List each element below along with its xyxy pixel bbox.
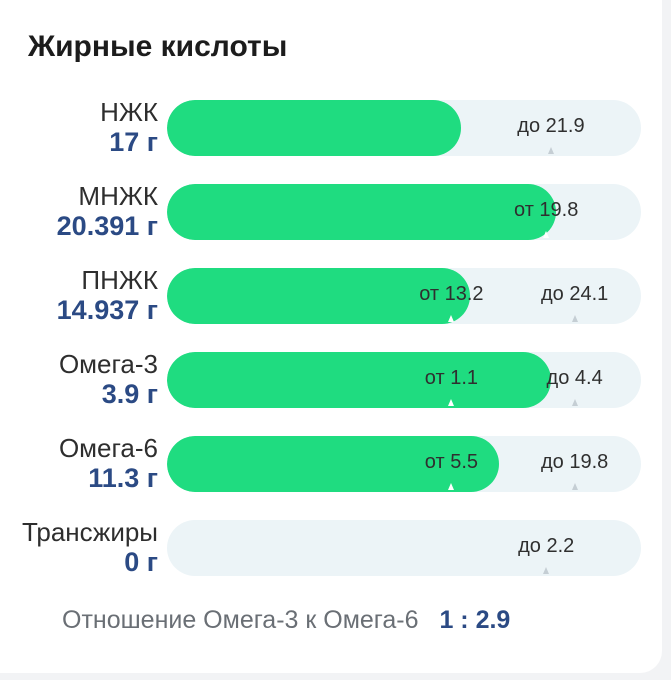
norm-marker-tick (543, 231, 550, 238)
nutrient-label: Трансжиры 0 г (0, 517, 158, 577)
progress-fill (167, 436, 499, 492)
nutrient-name: Омега-6 (58, 433, 158, 463)
nutrient-amount: 11.3 г (88, 463, 158, 493)
fatty-acids-card: Жирные кислоты НЖК 17 г до 21.9 МНЖК 20.391 … (0, 0, 662, 673)
nutrient-label: Омега-6 11.3 г (0, 433, 158, 493)
nutrient-name: ПНЖК (81, 265, 158, 295)
norm-marker-label: от 1.1 (424, 367, 478, 389)
nutrient-name: НЖК (100, 97, 158, 127)
progress-track: от 5.5 до 19.8 (167, 436, 641, 492)
progress-fill (167, 184, 556, 240)
omega-ratio-label: Отношение Омега-3 к Омега-6 (62, 606, 419, 634)
norm-marker-tick (448, 315, 455, 322)
nutrient-amount: 3.9 г (101, 379, 158, 409)
norm-marker-tick (448, 483, 455, 490)
nutrient-amount: 17 г (109, 127, 158, 157)
norm-marker-label: от 5.5 (424, 451, 478, 473)
nutrient-label: Омега-3 3.9 г (0, 349, 158, 409)
progress-track: до 2.2 (167, 520, 641, 576)
section-title: Жирные кислоты (28, 30, 288, 63)
progress-track: до 21.9 (167, 100, 641, 156)
nutrient-label: НЖК 17 г (0, 97, 158, 157)
progress-fill (167, 268, 471, 324)
fatty-acid-row: Трансжиры 0 г до 2.2 (0, 517, 671, 579)
norm-marker-tick (448, 399, 455, 406)
progress-fill (167, 352, 551, 408)
norm-marker-label: до 4.4 (546, 367, 603, 389)
nutrient-label: МНЖК 20.391 г (0, 181, 158, 241)
omega-ratio-value: 1 : 2.9 (439, 606, 511, 634)
norm-marker-tick (571, 399, 578, 406)
fatty-acid-row: Омега-6 11.3 г от 5.5 до 19.8 (0, 433, 671, 495)
fatty-acid-row: НЖК 17 г до 21.9 (0, 97, 671, 159)
norm-marker-tick (543, 567, 550, 574)
nutrient-name: МНЖК (78, 181, 158, 211)
norm-marker-tick (547, 147, 554, 154)
norm-marker-label: от 19.8 (514, 199, 579, 221)
norm-marker-label: до 24.1 (540, 283, 609, 305)
nutrient-label: ПНЖК 14.937 г (0, 265, 158, 325)
fatty-acid-row: МНЖК 20.391 г от 19.8 (0, 181, 671, 243)
fatty-acid-row: Омега-3 3.9 г от 1.1 до 4.4 (0, 349, 671, 411)
omega-ratio: Отношение Омега-3 к Омега-6 1 : 2.9 (62, 606, 510, 635)
norm-marker-label: до 21.9 (517, 115, 585, 137)
progress-fill (167, 100, 461, 156)
progress-track: от 1.1 до 4.4 (167, 352, 641, 408)
nutrient-amount: 20.391 г (56, 211, 158, 241)
norm-marker-label: до 2.2 (518, 535, 575, 557)
fatty-acid-row: ПНЖК 14.937 г от 13.2 до 24.1 (0, 265, 671, 327)
nutrient-amount: 0 г (124, 547, 158, 577)
nutrient-amount: 14.937 г (56, 295, 158, 325)
progress-track: от 19.8 (167, 184, 641, 240)
nutrient-name: Омега-3 (58, 349, 158, 379)
norm-marker-label: до 19.8 (540, 451, 609, 473)
norm-marker-label: от 13.2 (419, 283, 484, 305)
nutrient-name: Трансжиры (21, 517, 158, 547)
norm-marker-tick (571, 315, 578, 322)
progress-track: от 13.2 до 24.1 (167, 268, 641, 324)
norm-marker-tick (571, 483, 578, 490)
